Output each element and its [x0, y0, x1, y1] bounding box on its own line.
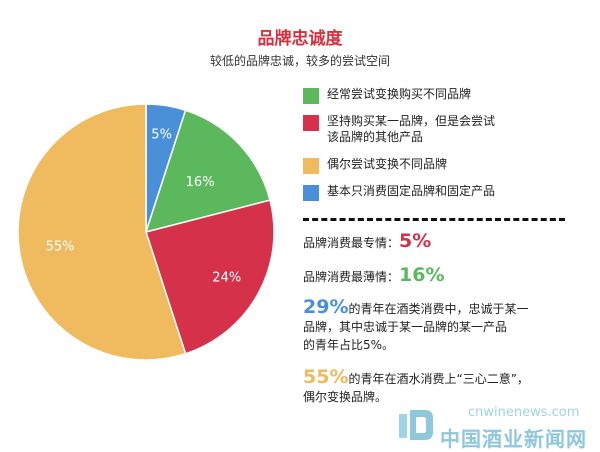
pie-slice-label: 55% [46, 240, 75, 255]
pie-slice-label: 5% [151, 127, 172, 142]
pie-chart: 5% 16% 24% 55% [17, 103, 275, 361]
legend-swatch-orange [303, 158, 319, 174]
legend-label: 经常尝试变换购买不同品牌 [327, 87, 472, 101]
watermark-domain: cnwinenews.com [468, 405, 580, 420]
note-29-percent: 29%的青年在酒类消费中，忠诚于某一 品牌，其中忠诚于某一品牌的某一产品 的青年… [303, 298, 593, 354]
legend-item-fixed-brand-product: 基本只消费固定品牌和固定产品 [303, 183, 593, 201]
watermark-logo-icon [399, 410, 433, 440]
pie-slice-label: 16% [186, 175, 215, 190]
legend-label: 偶尔尝试变换不同品牌 [327, 157, 448, 171]
legend-swatch-green [303, 88, 319, 104]
legend: 经常尝试变换购买不同品牌 坚持购买某一品牌，但是会尝试 该品牌的其他产品 偶尔尝… [303, 86, 593, 201]
note-55-percent: 55%的青年在酒水消费上“三心二意”， 偶尔变换品牌。 [303, 368, 593, 406]
pie-slice-55pct [17, 103, 187, 361]
stat-least-loyal-value: 16% [399, 264, 445, 286]
note-55-value: 55% [303, 366, 349, 388]
legend-swatch-blue [303, 185, 319, 201]
legend-swatch-red [303, 115, 319, 131]
pie-slice-24pct [145, 199, 275, 355]
stat-least-loyal-label: 品牌消费最薄情： [303, 270, 400, 284]
note-29-line3: 的青年占比5%。 [303, 338, 395, 352]
legend-label: 坚持购买某一品牌，但是会尝试 [327, 114, 496, 128]
note-55-line1: 的青年在酒水消费上“三心二意”， [348, 372, 529, 386]
stat-most-loyal-value: 5% [399, 230, 432, 252]
dashed-divider [303, 218, 565, 221]
legend-label: 该品牌的其他产品 [327, 130, 424, 144]
pie-slice-16pct [144, 109, 271, 234]
legend-item-brand-loyal-try-products: 坚持购买某一品牌，但是会尝试 该品牌的其他产品 [303, 113, 593, 145]
legend-item-frequent-switch: 经常尝试变换购买不同品牌 [303, 86, 593, 104]
note-29-line2: 品牌，其中忠诚于某一品牌的某一产品 [303, 320, 508, 334]
note-29-value: 29% [303, 296, 349, 318]
pie-slice-label: 24% [212, 270, 241, 285]
note-29-line1: 的青年在酒类消费中，忠诚于某一 [348, 302, 529, 316]
watermark-site-name: 中国酒业新闻网 [440, 427, 587, 451]
stat-most-loyal-label: 品牌消费最专情： [303, 236, 400, 250]
chart-title: 品牌忠诚度 [257, 29, 343, 49]
stat-most-loyal: 品牌消费最专情：5% [303, 230, 431, 252]
chart-subtitle: 较低的品牌忠诚，较多的尝试空间 [209, 54, 390, 68]
note-55-line2: 偶尔变换品牌。 [303, 390, 388, 404]
stat-least-loyal: 品牌消费最薄情：16% [303, 264, 445, 286]
legend-label: 基本只消费固定品牌和固定产品 [327, 184, 496, 198]
legend-item-occasional-switch: 偶尔尝试变换不同品牌 [303, 156, 593, 174]
